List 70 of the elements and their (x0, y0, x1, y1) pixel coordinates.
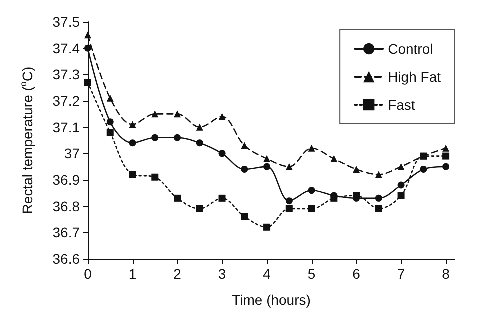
point (398, 163, 405, 170)
point (308, 205, 316, 212)
y-tick-label: 37.5 (52, 14, 80, 30)
point (398, 192, 405, 200)
y-tick-label: 36.6 (52, 251, 80, 267)
point (442, 144, 450, 152)
point (353, 192, 360, 200)
point (286, 198, 293, 205)
point (129, 121, 136, 128)
point (241, 166, 248, 173)
point (286, 163, 293, 170)
point (442, 152, 450, 160)
point (174, 134, 182, 142)
x-tick-label: 0 (84, 266, 92, 282)
x-tick-label: 4 (263, 266, 272, 282)
point (196, 205, 204, 212)
y-tick-label: 36.8 (52, 198, 80, 214)
legend-label: Fast (388, 97, 416, 113)
point (398, 182, 405, 189)
y-tick-label: 37.1 (52, 119, 80, 136)
point (308, 144, 316, 152)
point (353, 166, 360, 173)
point (152, 110, 159, 118)
legend-label: Control (388, 41, 434, 57)
point (241, 213, 248, 220)
legend-label: High Fat (388, 69, 442, 85)
point (152, 134, 159, 142)
x-axis-title: Time (hours) (232, 292, 311, 308)
point (264, 163, 271, 170)
x-tick-label: 7 (397, 266, 406, 282)
x-tick-label: 1 (128, 266, 137, 282)
point (420, 166, 428, 173)
x-tick-label: 3 (218, 266, 226, 282)
point (264, 155, 271, 162)
point (84, 79, 92, 86)
point (218, 194, 226, 202)
point (174, 110, 182, 118)
y-tick-label: 37.4 (52, 40, 80, 56)
point (196, 124, 204, 131)
point (218, 150, 226, 158)
point (218, 113, 226, 120)
point (196, 140, 204, 147)
y-axis-title: Rectal temperature (oC) (18, 66, 36, 214)
point (106, 118, 114, 126)
x-tick-label: 8 (442, 266, 450, 282)
point (375, 194, 382, 202)
y-tick-label: 37.3 (52, 66, 80, 83)
point (241, 142, 248, 150)
point (264, 224, 271, 231)
point (308, 187, 316, 194)
point (106, 94, 114, 102)
x-tick-label: 6 (352, 266, 361, 282)
y-tick-label: 36.9 (52, 172, 80, 188)
point (375, 205, 382, 212)
point (442, 163, 450, 170)
point (152, 174, 159, 181)
point (106, 129, 114, 136)
point (129, 140, 136, 147)
point (375, 171, 382, 178)
y-tick-label: 37 (64, 146, 80, 162)
point (174, 194, 182, 202)
x-tick-label: 5 (308, 266, 316, 282)
point (84, 32, 92, 39)
y-tick-label: 37.2 (52, 93, 80, 109)
point (330, 155, 338, 162)
x-tick-label: 2 (174, 266, 182, 282)
point (286, 205, 293, 212)
point (129, 171, 136, 178)
point (330, 194, 338, 202)
y-tick-label: 36.7 (52, 224, 80, 241)
